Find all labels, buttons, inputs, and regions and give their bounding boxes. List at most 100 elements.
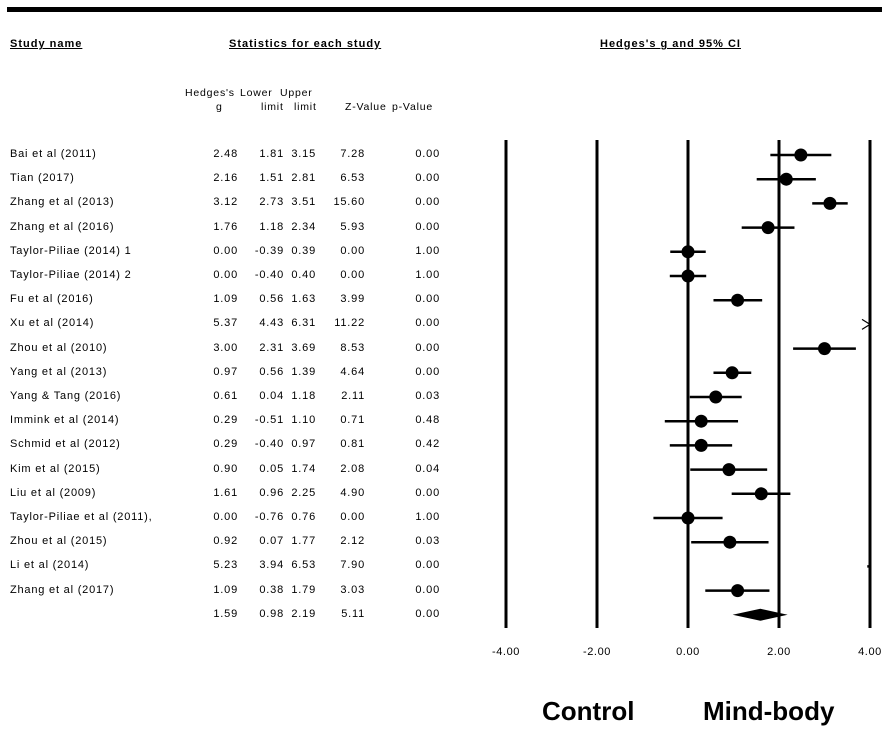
p-value: 0.03 bbox=[415, 535, 440, 548]
study-name-header: Study name bbox=[10, 38, 83, 50]
g-value: 0.29 bbox=[213, 438, 238, 451]
hedges-header-line1: Hedges's bbox=[185, 87, 235, 99]
lower-value: 0.56 bbox=[259, 365, 284, 378]
p-value: 0.00 bbox=[415, 365, 440, 378]
lower-value: 0.07 bbox=[259, 535, 284, 548]
study-name: Zhou et al (2010) bbox=[10, 341, 108, 354]
x-tick-label: 2.00 bbox=[767, 646, 791, 658]
p-value: 1.00 bbox=[415, 511, 440, 523]
p-value: 0.00 bbox=[415, 172, 440, 185]
x-tick-label: 0.00 bbox=[676, 646, 700, 658]
z-value: 7.28 bbox=[340, 148, 365, 160]
g-value: 1.09 bbox=[213, 293, 238, 306]
p-value: 1.00 bbox=[415, 269, 440, 281]
effect-point bbox=[754, 487, 768, 501]
study-name: Tian (2017) bbox=[10, 172, 75, 185]
z-value: 2.12 bbox=[340, 535, 365, 548]
lower-value: 0.05 bbox=[259, 462, 284, 475]
study-name: Schmid et al (2012) bbox=[10, 438, 121, 451]
upper-value: 1.79 bbox=[291, 583, 316, 596]
summary-upper-value: 2.19 bbox=[291, 607, 316, 620]
study-name: Xu et al (2014) bbox=[10, 317, 95, 330]
study-name: Immink et al (2014) bbox=[10, 414, 120, 427]
x-tick-label: -2.00 bbox=[583, 646, 611, 658]
lower-header-line2: limit bbox=[261, 101, 284, 113]
z-value: 2.08 bbox=[340, 462, 365, 475]
effect-point bbox=[731, 293, 745, 307]
upper-value: 3.15 bbox=[291, 148, 316, 160]
p-value: 0.00 bbox=[415, 220, 440, 233]
p-value: 0.00 bbox=[415, 486, 440, 499]
z-value: 2.11 bbox=[341, 390, 365, 402]
effect-point bbox=[725, 366, 739, 380]
g-value: 5.23 bbox=[213, 559, 238, 572]
upper-value: 2.34 bbox=[291, 220, 316, 233]
lower-value: -0.40 bbox=[254, 269, 284, 281]
g-value: 0.97 bbox=[213, 365, 238, 378]
z-value: 5.93 bbox=[340, 220, 365, 233]
upper-value: 3.69 bbox=[291, 341, 316, 354]
effect-point bbox=[731, 584, 745, 598]
effect-point bbox=[823, 196, 837, 210]
study-name: Yang & Tang (2016) bbox=[10, 390, 122, 402]
effect-point bbox=[681, 245, 695, 259]
x-tick-label: 4.00 bbox=[858, 646, 882, 658]
summary-z-value: 5.11 bbox=[341, 607, 365, 620]
summary-g-value: 1.59 bbox=[213, 607, 238, 620]
p-value: 0.00 bbox=[415, 317, 440, 330]
lower-value: 1.51 bbox=[259, 172, 284, 185]
study-name: Li et al (2014) bbox=[10, 559, 90, 572]
top-rule bbox=[7, 7, 882, 12]
g-value: 0.00 bbox=[213, 511, 238, 523]
p-value: 0.48 bbox=[415, 414, 440, 427]
z-value: 3.99 bbox=[340, 293, 365, 306]
upper-value: 6.31 bbox=[291, 317, 316, 330]
effect-point bbox=[818, 342, 831, 356]
p-value: 0.03 bbox=[415, 390, 440, 402]
effect-point bbox=[779, 172, 793, 186]
g-value: 1.09 bbox=[213, 583, 238, 596]
summary-p-value: 0.00 bbox=[415, 607, 440, 620]
lower-value: 2.73 bbox=[259, 196, 284, 209]
lower-value: 1.81 bbox=[259, 148, 284, 160]
g-value: 3.00 bbox=[213, 341, 238, 354]
lower-value: -0.39 bbox=[254, 244, 284, 257]
hedges-header-line2: g bbox=[216, 101, 223, 113]
lower-value: -0.76 bbox=[254, 511, 284, 523]
study-name: Liu et al (2009) bbox=[10, 486, 97, 499]
p-value: 0.00 bbox=[415, 293, 440, 306]
p-value: 0.00 bbox=[415, 559, 440, 572]
lower-value: -0.40 bbox=[254, 438, 284, 451]
zvalue-header: Z-Value bbox=[345, 101, 387, 113]
lower-value: 0.38 bbox=[259, 583, 284, 596]
study-name: Taylor-Piliae et al (2011), bbox=[10, 511, 153, 523]
g-value: 5.37 bbox=[213, 317, 238, 330]
upper-value: 0.39 bbox=[291, 244, 316, 257]
lower-value: 4.43 bbox=[259, 317, 284, 330]
upper-value: 1.10 bbox=[291, 414, 316, 427]
lower-value: -0.51 bbox=[254, 414, 284, 427]
g-value: 3.12 bbox=[213, 196, 238, 209]
upper-value: 2.25 bbox=[291, 486, 316, 499]
summary-diamond bbox=[732, 608, 788, 621]
z-value: 0.00 bbox=[340, 244, 365, 257]
summary-lower-value: 0.98 bbox=[259, 607, 284, 620]
z-value: 15.60 bbox=[333, 196, 365, 209]
g-value: 0.00 bbox=[213, 269, 238, 281]
study-name: Zhang et al (2013) bbox=[10, 196, 115, 209]
g-value: 1.76 bbox=[213, 220, 238, 233]
upper-header-line2: limit bbox=[294, 101, 317, 113]
effect-point bbox=[761, 221, 775, 235]
study-name: Zhang et al (2017) bbox=[10, 583, 115, 596]
lower-value: 0.56 bbox=[259, 293, 284, 306]
upper-value: 1.77 bbox=[291, 535, 316, 548]
z-value: 0.81 bbox=[340, 438, 365, 451]
z-value: 8.53 bbox=[340, 341, 365, 354]
study-name: Yang et al (2013) bbox=[10, 365, 108, 378]
lower-value: 3.94 bbox=[259, 559, 284, 572]
z-value: 4.64 bbox=[340, 365, 365, 378]
study-name: Zhou et al (2015) bbox=[10, 535, 108, 548]
p-value: 0.00 bbox=[415, 148, 440, 160]
g-value: 0.61 bbox=[213, 390, 238, 402]
